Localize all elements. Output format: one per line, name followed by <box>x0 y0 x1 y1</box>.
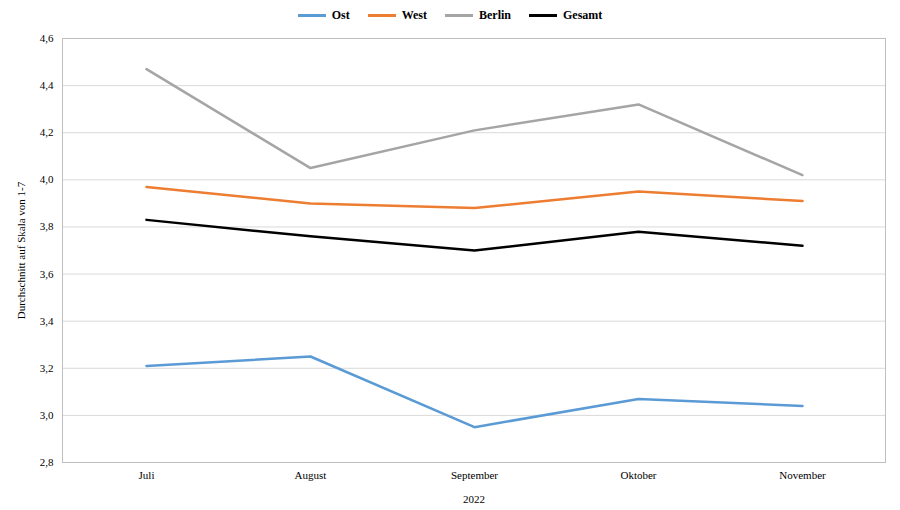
svg-text:3,6: 3,6 <box>40 268 54 280</box>
html-text:Gesamt: Gesamt <box>563 7 603 22</box>
html-text:Berlin: Berlin <box>479 7 511 22</box>
svg-text:Juli: Juli <box>139 469 155 481</box>
svg-text:2022: 2022 <box>463 493 485 505</box>
svg-text:November: November <box>779 469 826 481</box>
html-text:West: West <box>401 7 427 22</box>
svg-text:4,2: 4,2 <box>40 126 54 138</box>
svg-text:Durchschnitt auf Skala von 1-7: Durchschnitt auf Skala von 1-7 <box>15 181 27 319</box>
svg-text:3,2: 3,2 <box>40 362 54 374</box>
svg-text:August: August <box>295 469 327 481</box>
svg-text:2,8: 2,8 <box>40 456 54 468</box>
svg-text:4,0: 4,0 <box>40 173 54 185</box>
svg-text:4,6: 4,6 <box>40 32 54 44</box>
html-text:Ost: Ost <box>331 7 350 22</box>
svg-text:3,0: 3,0 <box>40 409 54 421</box>
svg-text:4,4: 4,4 <box>40 79 54 91</box>
svg-text:September: September <box>451 469 498 481</box>
svg-text:3,8: 3,8 <box>40 220 54 232</box>
svg-text:Oktober: Oktober <box>620 469 656 481</box>
svg-text:3,4: 3,4 <box>40 315 54 327</box>
